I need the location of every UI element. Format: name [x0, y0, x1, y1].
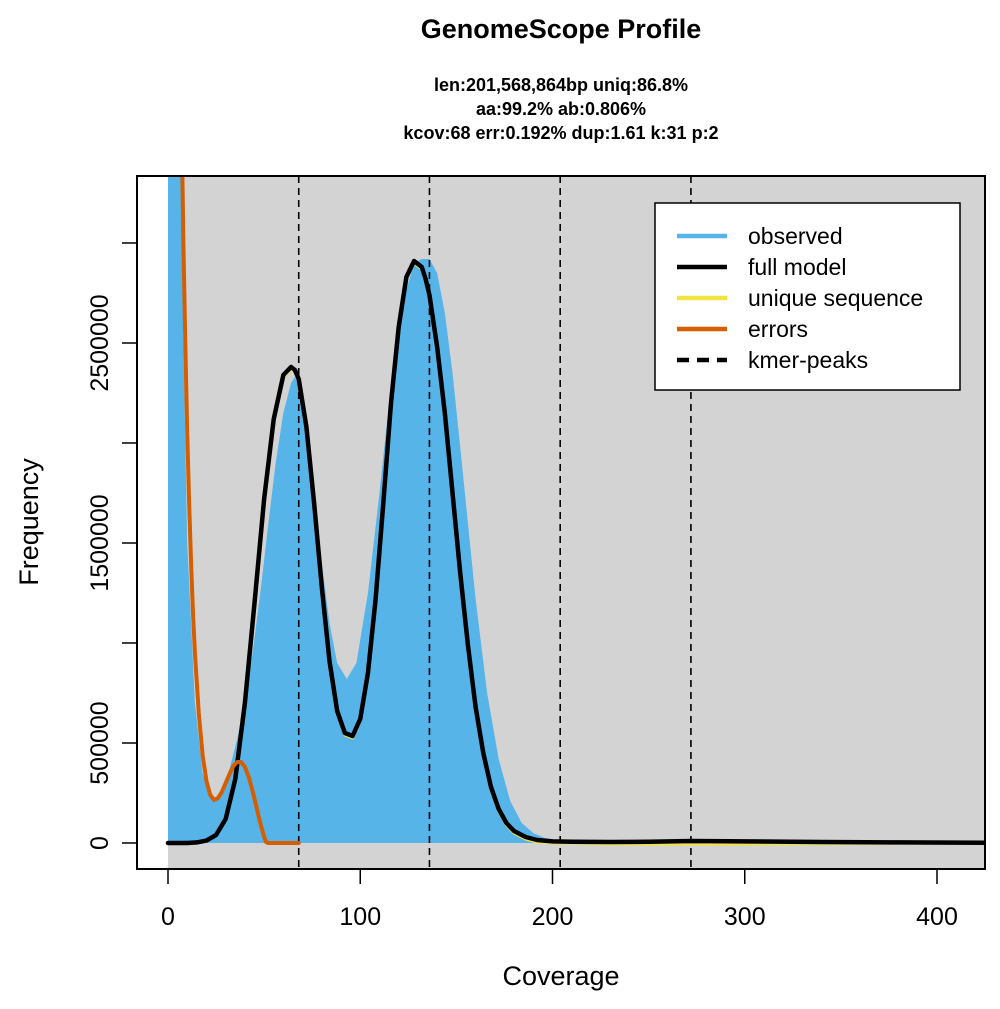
legend-label: errors	[748, 316, 808, 342]
legend-label: observed	[748, 223, 843, 249]
subtitle-line-2: aa:99.2% ab:0.806%	[475, 99, 647, 119]
y-tick-label: 500000	[86, 701, 114, 784]
plot-series	[165, 176, 985, 869]
legend-label: unique sequence	[748, 285, 923, 311]
x-tick-label: 400	[916, 903, 958, 931]
y-tick-label: 2500000	[86, 294, 114, 391]
observed-area	[168, 176, 985, 843]
legend-label: full model	[748, 254, 846, 280]
y-tick-label: 0	[86, 836, 114, 850]
x-axis: 0 100 200 300 400	[161, 868, 958, 931]
legend-label: kmer-peaks	[748, 347, 868, 373]
chart-title: GenomeScope Profile	[420, 14, 702, 44]
x-tick-label: 300	[724, 903, 766, 931]
x-tick-label: 0	[161, 903, 175, 931]
full-model-line	[165, 258, 985, 846]
x-tick-label: 200	[532, 903, 574, 931]
errors-line	[180, 176, 301, 845]
subtitle-line-3: kcov:68 err:0.192% dup:1.61 k:31 p:2	[403, 123, 719, 143]
legend: observed full model unique sequence errors k…	[654, 202, 961, 391]
y-tick-label: 1500000	[86, 494, 114, 591]
y-axis: 0 500000 1500000 2500000	[86, 242, 137, 850]
x-tick-label: 100	[339, 903, 381, 931]
y-axis-label: Frequency	[14, 458, 44, 586]
subtitle-line-1: len:201,568,864bp uniq:86.8%	[433, 75, 689, 95]
x-axis-label: Coverage	[502, 961, 619, 991]
